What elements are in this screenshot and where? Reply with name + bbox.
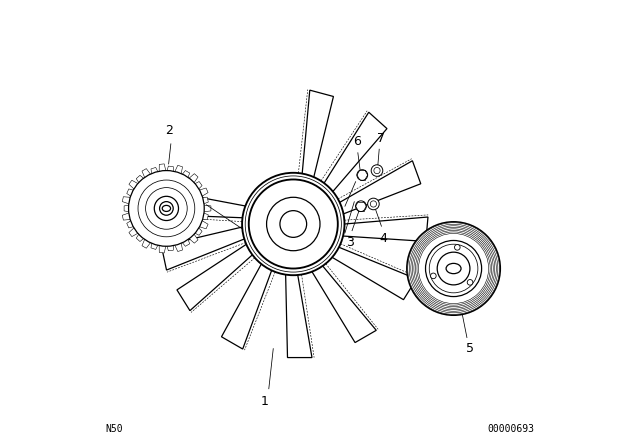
Polygon shape [198,220,208,229]
Circle shape [367,198,380,210]
Circle shape [371,165,383,177]
Polygon shape [200,197,208,204]
Circle shape [454,245,460,250]
Polygon shape [166,243,173,251]
Polygon shape [181,171,189,179]
Circle shape [437,252,470,285]
Text: 7: 7 [376,132,385,145]
Text: 00000693: 00000693 [488,424,534,434]
Text: 5: 5 [467,342,474,355]
Circle shape [154,196,179,220]
Text: 4: 4 [380,232,387,245]
Polygon shape [129,180,140,190]
Circle shape [249,180,338,268]
Circle shape [356,201,366,211]
Circle shape [245,176,341,272]
Polygon shape [159,243,166,253]
Polygon shape [334,161,420,216]
Text: 6: 6 [353,135,361,148]
Polygon shape [142,168,152,179]
Polygon shape [174,241,182,251]
Polygon shape [177,241,257,310]
Polygon shape [174,165,182,176]
Polygon shape [122,197,132,204]
Circle shape [138,180,195,237]
Circle shape [242,173,344,275]
Polygon shape [221,258,274,349]
Text: 3: 3 [346,237,354,250]
Ellipse shape [162,205,171,211]
Polygon shape [285,268,312,358]
Polygon shape [159,164,166,173]
Polygon shape [188,233,198,243]
Polygon shape [124,205,131,212]
Polygon shape [151,241,159,250]
Circle shape [374,168,380,174]
Polygon shape [129,227,140,237]
Polygon shape [193,181,202,190]
Circle shape [429,244,478,293]
Polygon shape [337,217,428,241]
Polygon shape [122,212,132,220]
Polygon shape [166,166,173,173]
Circle shape [280,211,307,237]
Polygon shape [193,227,202,235]
Polygon shape [151,168,159,176]
Circle shape [159,202,173,215]
Ellipse shape [446,263,461,274]
Circle shape [467,280,473,285]
Polygon shape [188,174,198,184]
Circle shape [267,197,320,251]
Polygon shape [200,212,208,220]
Polygon shape [327,245,417,300]
Polygon shape [321,112,387,196]
Circle shape [431,273,436,279]
Polygon shape [181,237,189,246]
Polygon shape [202,205,211,212]
Polygon shape [127,189,135,197]
Text: 2: 2 [164,124,173,137]
Polygon shape [159,190,252,218]
Circle shape [371,201,376,207]
Polygon shape [301,90,333,183]
Text: N50: N50 [106,424,123,434]
Polygon shape [198,188,208,197]
Circle shape [407,222,500,315]
Polygon shape [136,175,145,184]
Polygon shape [309,261,376,343]
Polygon shape [161,226,250,270]
Circle shape [145,188,188,229]
Text: 1: 1 [260,396,268,409]
Circle shape [357,170,367,181]
Circle shape [129,171,204,246]
Polygon shape [127,220,135,228]
Polygon shape [136,233,145,241]
Polygon shape [142,237,152,248]
Circle shape [426,241,482,297]
